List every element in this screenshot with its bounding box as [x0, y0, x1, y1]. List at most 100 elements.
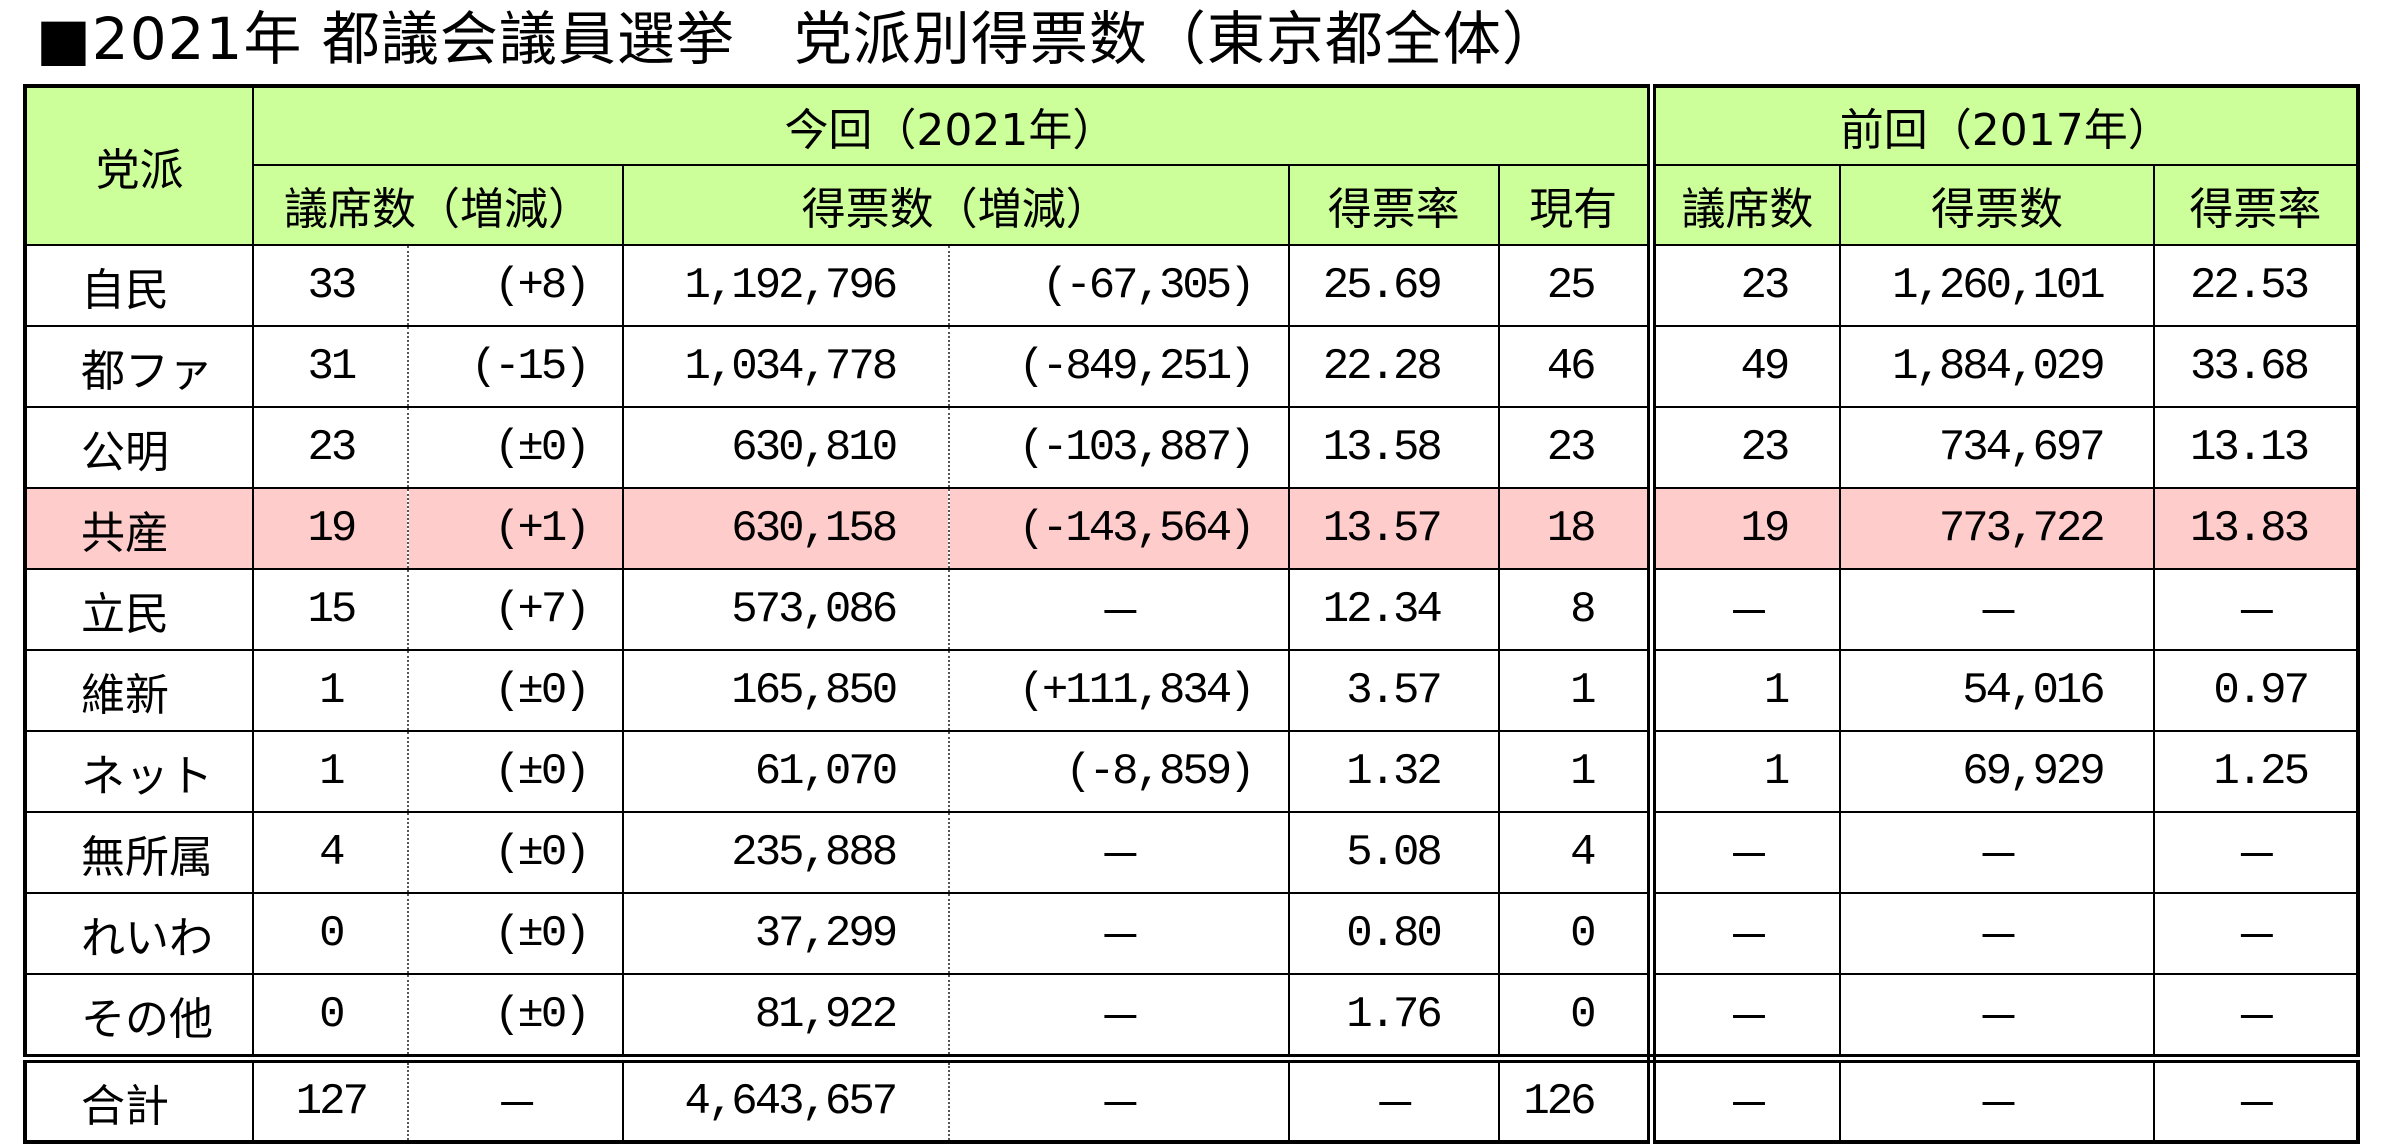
cell-prev-votes: 1,884,029 — [1839, 325, 2155, 408]
cell-incumbent: 18 — [1497, 487, 1656, 570]
cell-seats: 0 — [252, 892, 410, 975]
cell-votes: 4,643,657 — [621, 1054, 951, 1143]
cell-party: ネット — [23, 730, 255, 813]
table-row: 公明 23 (±0) 630,810 (-103,887) 13.58 23 23 734,69… — [23, 406, 2360, 489]
cell-prev-votes: 734,697 — [1839, 406, 2155, 489]
cell-prev-seats: － — [1646, 811, 1842, 894]
cell-seats: 1 — [252, 730, 410, 813]
cell-prev-share: 13.13 — [2152, 406, 2360, 489]
header-party: 党派 — [23, 85, 255, 246]
header-votes-change: 得票数（増減） — [621, 164, 1290, 246]
cell-incumbent: 1 — [1497, 649, 1656, 732]
cell-seats: 31 — [252, 325, 410, 408]
cell-seats-change: (-15) — [407, 325, 624, 408]
cell-seats-change: (±0) — [407, 892, 624, 975]
header-incumbent: 現有 — [1497, 164, 1656, 246]
cell-prev-share: 1.25 — [2152, 730, 2360, 813]
cell-votes-change: － — [948, 892, 1290, 975]
cell-vote-share: 12.34 — [1287, 568, 1500, 651]
cell-party: その他 — [23, 973, 255, 1063]
table-row: 維新 1 (±0) 165,850 (+111,834) 3.57 1 1 54,016 0.97 — [23, 649, 2360, 732]
header-prev-seats: 議席数 — [1646, 164, 1842, 246]
cell-prev-share: 22.53 — [2152, 244, 2360, 327]
cell-votes: 235,888 — [621, 811, 951, 894]
cell-prev-votes: － — [1839, 973, 2155, 1063]
cell-seats-change: (+1) — [407, 487, 624, 570]
cell-party: れいわ — [23, 892, 255, 975]
cell-party: 合計 — [23, 1054, 255, 1143]
header-vote-share: 得票率 — [1287, 164, 1500, 246]
cell-votes-change: (-143,564) — [948, 487, 1290, 570]
cell-prev-seats: 1 — [1646, 649, 1842, 732]
page-title: ■2021年 都議会議員選挙 党派別得票数（東京都全体） — [36, 5, 1561, 73]
cell-party: 無所属 — [23, 811, 255, 894]
table-row: 自民 33 (+8) 1,192,796 (-67,305) 25.69 25 23 1,260… — [23, 244, 2360, 327]
cell-prev-seats: 49 — [1646, 325, 1842, 408]
header-row-columns: 議席数（増減） 得票数（増減） 得票率 現有 議席数 得票数 得票率 — [25, 164, 2360, 246]
cell-votes: 1,034,778 — [621, 325, 951, 408]
cell-prev-seats: － — [1646, 892, 1842, 975]
cell-votes: 81,922 — [621, 973, 951, 1063]
cell-incumbent: 8 — [1497, 568, 1656, 651]
cell-seats: 19 — [252, 487, 410, 570]
header-previous-election: 前回（2017年） — [1646, 85, 2359, 166]
cell-seats-change: (+7) — [407, 568, 624, 651]
cell-votes-change: (+111,834) — [948, 649, 1290, 732]
cell-seats: 1 — [252, 649, 410, 732]
cell-vote-share: 13.58 — [1287, 406, 1500, 489]
cell-prev-seats: 23 — [1646, 406, 1842, 489]
cell-votes: 61,070 — [621, 730, 951, 813]
cell-incumbent: 4 — [1497, 811, 1656, 894]
cell-seats-change: (±0) — [407, 406, 624, 489]
cell-prev-votes: － — [1839, 892, 2155, 975]
header-current-election: 今回（2021年） — [252, 85, 1656, 166]
cell-prev-votes: － — [1839, 568, 2155, 651]
cell-incumbent: 23 — [1497, 406, 1656, 489]
cell-incumbent: 1 — [1497, 730, 1656, 813]
cell-votes: 630,810 — [621, 406, 951, 489]
cell-prev-seats: 1 — [1646, 730, 1842, 813]
cell-party: 共産 — [23, 487, 255, 570]
cell-incumbent: 25 — [1497, 244, 1656, 327]
cell-vote-share: － — [1287, 1054, 1500, 1143]
cell-prev-share: － — [2152, 892, 2360, 975]
cell-vote-share: 1.76 — [1287, 973, 1500, 1063]
cell-votes-change: － — [948, 1054, 1290, 1143]
cell-party: 都ファ — [23, 325, 255, 408]
header-seats-change: 議席数（増減） — [252, 164, 624, 246]
header-row-groups: 党派 今回（2021年） 前回（2017年） — [23, 85, 2359, 246]
total-row: 合計 127 － 4,643,657 －－ 126 －－－ — [23, 1054, 2360, 1143]
cell-seats: 0 — [252, 973, 410, 1063]
cell-incumbent: 126 — [1497, 1054, 1656, 1143]
cell-vote-share: 1.32 — [1287, 730, 1500, 813]
cell-seats: 127 — [252, 1054, 410, 1143]
header-prev-votes: 得票数 — [1839, 164, 2155, 246]
header-prev-share: 得票率 — [2152, 164, 2360, 246]
cell-incumbent: 46 — [1497, 325, 1656, 408]
cell-prev-votes: － — [1839, 1054, 2155, 1143]
cell-party: 公明 — [23, 406, 255, 489]
table-row: 無所属 4 (±0) 235,888 － 5.08 4 －－－ — [23, 811, 2360, 894]
results-table: 党派 今回（2021年） 前回（2017年） 議席数（増減） 得票数（増減） 得… — [23, 84, 2360, 1144]
cell-prev-seats: 23 — [1646, 244, 1842, 327]
table-row: 都ファ 31 (-15) 1,034,778 (-849,251) 22.28 46 49 1,… — [23, 325, 2360, 408]
cell-seats-change: － — [407, 1054, 624, 1143]
cell-vote-share: 3.57 — [1287, 649, 1500, 732]
table-row: ネット 1 (±0) 61,070 (-8,859) 1.32 1 1 69,929 1.25 — [23, 730, 2360, 813]
cell-votes: 573,086 — [621, 568, 951, 651]
cell-prev-share: 13.83 — [2152, 487, 2360, 570]
cell-votes-change: － — [948, 973, 1290, 1063]
table-row: れいわ 0 (±0) 37,299 － 0.80 0 －－－ — [23, 892, 2360, 975]
cell-seats: 23 — [252, 406, 410, 489]
cell-seats: 33 — [252, 244, 410, 327]
table-row: 立民 15 (+7) 573,086 － 12.34 8 －－－ — [23, 568, 2360, 651]
cell-seats-change: (±0) — [407, 649, 624, 732]
table-body: 自民 33 (+8) 1,192,796 (-67,305) 25.69 25 23 1,260… — [23, 244, 2360, 1143]
cell-prev-share: － — [2152, 568, 2360, 651]
cell-prev-share: 0.97 — [2152, 649, 2360, 732]
cell-prev-votes: 773,722 — [1839, 487, 2155, 570]
table-header: 党派 今回（2021年） 前回（2017年） 議席数（増減） 得票数（増減） 得… — [23, 85, 2360, 246]
cell-seats: 15 — [252, 568, 410, 651]
cell-incumbent: 0 — [1497, 892, 1656, 975]
cell-incumbent: 0 — [1497, 973, 1656, 1063]
